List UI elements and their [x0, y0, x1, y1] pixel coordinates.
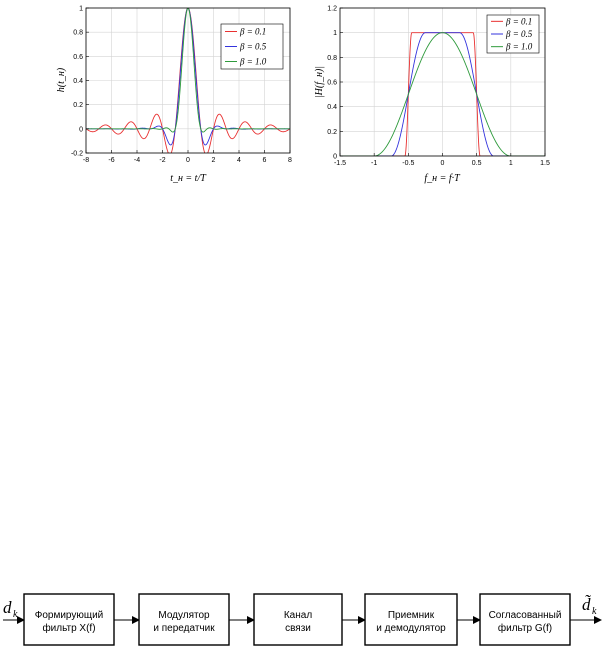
y-tick-label: 0.6 [327, 80, 337, 87]
x-tick-label: 2 [212, 157, 216, 164]
block-5 [479, 593, 571, 646]
y-tick-label: 0.2 [73, 102, 83, 109]
x-tick-label: -1.5 [334, 160, 346, 167]
y-tick-label: -0.2 [71, 151, 83, 158]
input-subscript: k [13, 609, 18, 620]
block-5-line2: фильтр G(f) [498, 622, 552, 634]
series-line-2 [86, 8, 290, 133]
output-symbol: d̃ [582, 595, 591, 614]
x-tick-label: 1 [509, 160, 513, 167]
x-tick-label: -4 [134, 157, 140, 164]
x-axis-label: f_н = f·T [424, 173, 461, 184]
legend-label-1: β = 0.5 [505, 29, 533, 39]
block-1-line2: фильтр X(f) [42, 622, 95, 634]
block-5-line1: Согласованный [489, 610, 562, 621]
legend-label-0: β = 0.1 [239, 27, 266, 37]
block-3-line2: связи [285, 623, 311, 634]
legend-label-2: β = 1.0 [505, 42, 533, 52]
block-2 [138, 593, 230, 646]
legend-label-0: β = 0.1 [505, 16, 532, 26]
block-2-line2: и передатчик [153, 623, 215, 634]
y-tick-label: 0.6 [73, 54, 83, 61]
x-tick-label: -6 [108, 157, 114, 164]
y-tick-label: 0.4 [327, 104, 337, 111]
legend-label-1: β = 0.5 [239, 42, 267, 52]
x-tick-label: -0.5 [402, 160, 414, 167]
y-tick-label: 0.8 [73, 30, 83, 37]
block-2-line1: Модулятор [158, 610, 210, 621]
y-tick-label: 0 [333, 154, 337, 161]
y-tick-label: 0 [79, 126, 83, 133]
block-3-line1: Канал [284, 610, 312, 621]
x-tick-label: 6 [263, 157, 267, 164]
block-4-line2: и демодулятор [376, 623, 446, 634]
x-tick-label: 1.5 [540, 160, 550, 167]
y-tick-label: 1 [79, 6, 83, 13]
x-tick-label: 0 [441, 160, 445, 167]
y-tick-label: 0.2 [327, 129, 337, 136]
x-tick-label: 0.5 [472, 160, 482, 167]
x-tick-label: -2 [159, 157, 165, 164]
series-line-2 [340, 32, 545, 156]
block-1 [23, 593, 115, 646]
block-1-line1: Формирующий [35, 610, 104, 621]
frequency-response-chart: -1.5 -1 -0.5 0 0.5 1 1.5 0 0.2 0.4 0.6 0.8 1 1.2 f_н =… [314, 6, 550, 185]
y-tick-label: 1.2 [327, 6, 337, 13]
x-tick-label: -8 [83, 157, 89, 164]
y-tick-label: 0.4 [73, 78, 83, 85]
series-line-0 [86, 8, 290, 153]
y-axis-label: |H(f_н)| [314, 66, 325, 98]
impulse-response-chart: -8 -6 -4 -2 0 2 4 6 8 -0.2 0 0.2 0.4 0.6 0.8 1 t_н = t/T… [56, 6, 292, 185]
y-tick-label: 0.8 [327, 55, 337, 62]
input-symbol: d [3, 598, 12, 617]
legend-label-2: β = 1.0 [239, 57, 267, 67]
output-subscript: k [592, 606, 597, 617]
y-tick-label: 1 [333, 30, 337, 37]
x-tick-label: 8 [288, 157, 292, 164]
x-tick-label: -1 [371, 160, 377, 167]
x-tick-label: 0 [186, 157, 190, 164]
y-axis-label: h(t_н) [56, 67, 67, 92]
x-axis-label: t_н = t/T [170, 173, 207, 184]
block-4 [364, 593, 458, 646]
x-tick-label: 4 [237, 157, 241, 164]
block-4-line1: Приемник [388, 610, 435, 621]
